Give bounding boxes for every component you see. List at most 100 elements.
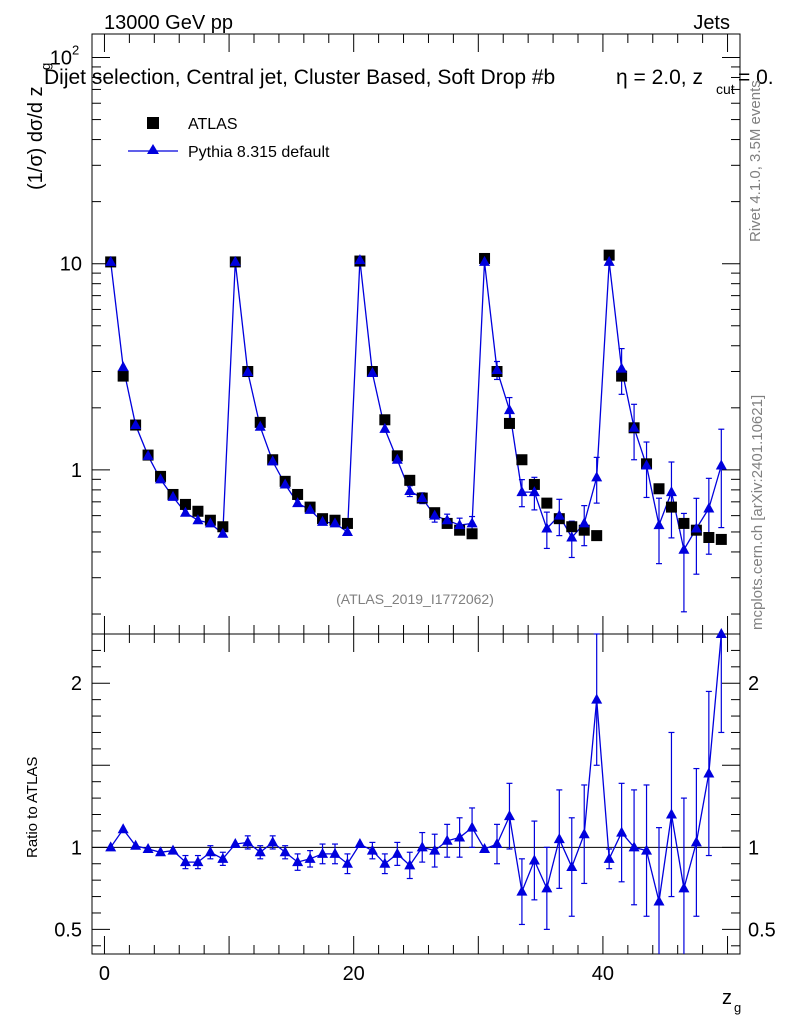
main-y-axis-title: (1/σ) dσ/d z g bbox=[25, 63, 53, 190]
ratio-data-point bbox=[167, 844, 179, 855]
atlas-data-point bbox=[341, 517, 353, 529]
ratio-data-point bbox=[566, 861, 578, 872]
x-tick-label: 40 bbox=[592, 963, 614, 985]
mc-data-point bbox=[578, 517, 590, 528]
ratio-y-tick-label: 1 bbox=[71, 837, 82, 859]
ratio-y-tick-label-right: 2 bbox=[748, 673, 759, 695]
mc-data-point bbox=[528, 486, 540, 497]
atlas-data-point bbox=[454, 524, 466, 536]
rivet-label: Rivet 4.1.0, 3.5M events bbox=[747, 80, 764, 242]
ratio-data-point bbox=[454, 831, 466, 842]
ratio-data-point bbox=[379, 857, 391, 868]
ratio-data-point bbox=[479, 842, 491, 853]
atlas-data-point bbox=[616, 370, 628, 382]
ratio-data-point bbox=[690, 836, 702, 847]
mc-data-point bbox=[242, 366, 254, 377]
atlas-data-point bbox=[541, 497, 553, 509]
ratio-data-point bbox=[242, 836, 254, 847]
ratio-data-point bbox=[404, 859, 416, 870]
ratio-data-point bbox=[665, 808, 677, 819]
atlas-data-point bbox=[503, 417, 515, 429]
mc-data-point bbox=[304, 503, 316, 514]
atlas-data-point bbox=[404, 474, 416, 486]
ratio-y-tick-label: 2 bbox=[71, 673, 82, 695]
legend-data-label: ATLAS bbox=[188, 116, 238, 133]
mc-data-point bbox=[254, 420, 266, 431]
ratio-data-point bbox=[204, 846, 216, 857]
ratio-y-axis-title: Ratio to ATLAS bbox=[24, 757, 41, 858]
mc-data-point bbox=[366, 367, 378, 378]
mc-data-point bbox=[117, 361, 129, 372]
mc-data-point bbox=[715, 459, 727, 470]
x-tick-label: 0 bbox=[99, 963, 110, 985]
ratio-data-point bbox=[491, 838, 503, 849]
atlas-data-point bbox=[591, 530, 603, 542]
mc-data-point bbox=[690, 522, 702, 533]
mc-data-point bbox=[566, 531, 578, 542]
atlas-data-point bbox=[117, 370, 129, 382]
ratio-data-point bbox=[130, 839, 142, 850]
ratio-data-point bbox=[528, 854, 540, 865]
ratio-data-point bbox=[553, 833, 565, 844]
beta-label: η = 2.0, z bbox=[616, 66, 703, 89]
atlas-data-point bbox=[179, 498, 191, 510]
ratio-data-point bbox=[653, 895, 665, 906]
mc-data-point bbox=[379, 422, 391, 433]
ratio-data-point bbox=[142, 842, 154, 853]
ratio-data-point bbox=[429, 844, 441, 855]
ratio-data-point bbox=[341, 857, 353, 868]
mc-data-point bbox=[703, 502, 715, 513]
atlas-data-point bbox=[466, 528, 478, 540]
atlas-data-point bbox=[217, 521, 229, 533]
mc-data-point bbox=[441, 514, 453, 525]
mc-data-point bbox=[217, 527, 229, 538]
mc-data-point bbox=[142, 449, 154, 460]
analysis-id: (ATLAS_2019_I1772062) bbox=[336, 591, 494, 607]
mc-data-point bbox=[603, 255, 615, 266]
x-tick-label: 20 bbox=[343, 963, 365, 985]
main-data-marks bbox=[105, 249, 727, 613]
mc-data-point bbox=[292, 497, 304, 508]
ratio-data-point bbox=[541, 882, 553, 893]
mc-data-point bbox=[491, 364, 503, 375]
mc-data-point bbox=[454, 519, 466, 530]
main-y-axis-title-sub: g bbox=[38, 63, 53, 70]
ratio-data-point bbox=[441, 834, 453, 845]
ratio-data-point bbox=[591, 693, 603, 704]
ratio-data-point bbox=[254, 846, 266, 857]
ratio-data-point bbox=[267, 836, 279, 847]
ratio-data-point bbox=[628, 841, 640, 852]
ratio-data-point bbox=[217, 852, 229, 863]
atlas-data-point bbox=[603, 249, 615, 261]
atlas-data-point bbox=[678, 517, 690, 529]
mc-data-point bbox=[167, 490, 179, 501]
energy-label: 13000 GeV pp bbox=[104, 12, 233, 34]
ratio-data-point bbox=[516, 885, 528, 896]
atlas-data-point bbox=[292, 488, 304, 500]
main-y-tick-label: 10 bbox=[60, 254, 82, 276]
legend-mc-label: Pythia 8.315 default bbox=[188, 144, 330, 161]
ratio-y-tick-label: 0.5 bbox=[54, 919, 82, 941]
category-label: Jets bbox=[693, 12, 730, 34]
x-axis-title: z bbox=[722, 987, 732, 1009]
mcplots-label: mcplots.cern.ch [arXiv:2401.10621] bbox=[749, 395, 766, 630]
atlas-data-point bbox=[528, 478, 540, 490]
ratio-data-point bbox=[641, 844, 653, 855]
ratio-data-point bbox=[391, 847, 403, 858]
mc-data-point bbox=[678, 543, 690, 554]
mc-data-point bbox=[267, 455, 279, 466]
ratio-data-point bbox=[304, 852, 316, 863]
atlas-data-point bbox=[578, 524, 590, 536]
mc-data-point bbox=[179, 506, 191, 517]
mc-data-point bbox=[503, 404, 515, 415]
mc-data-point bbox=[641, 459, 653, 470]
main-y-tick-label: 10 bbox=[50, 47, 72, 69]
mc-data-point bbox=[130, 419, 142, 430]
ratio-series-line bbox=[110, 633, 722, 902]
ratio-data-point bbox=[603, 852, 615, 863]
main-y-axis-title-text: (1/σ) dσ/d z bbox=[25, 86, 47, 190]
ratio-data-point bbox=[416, 841, 428, 852]
atlas-data-point bbox=[703, 532, 715, 544]
mc-data-point bbox=[479, 255, 491, 266]
ratio-y-tick-label-right: 1 bbox=[748, 837, 759, 859]
